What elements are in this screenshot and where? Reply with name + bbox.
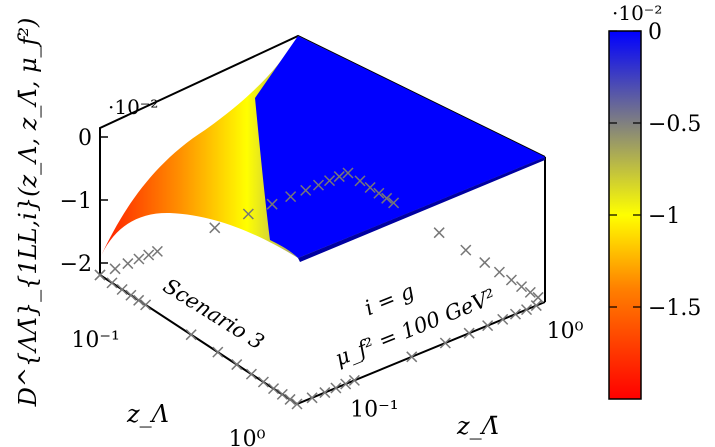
z-tick-label: −1 <box>60 189 92 214</box>
floor-tick-mark <box>524 286 536 298</box>
z-axis: 0 −1 −2 <box>60 126 108 277</box>
floor-tick-mark <box>479 257 491 269</box>
colorbar-ticks: 0 −0.5 −1 −1.5 <box>609 20 701 321</box>
floor-tick-mark <box>482 320 494 332</box>
colorbar: ·10⁻² 0 −0.5 −1 −1.5 <box>608 1 701 400</box>
floor-tick-mark <box>151 245 163 257</box>
floor-tick-mark <box>342 167 354 179</box>
scenario-annotation: Scenario 3 <box>159 274 268 355</box>
floor-tick-mark <box>516 281 528 293</box>
colorbar-tick-label: 0 <box>648 20 662 45</box>
floor-tick-mark <box>122 258 134 270</box>
floor-tick-mark <box>333 171 345 183</box>
surface <box>100 36 545 262</box>
x-axis-label: z_Λ <box>126 400 169 428</box>
z-tick-label: 0 <box>78 126 92 151</box>
x-tick-label: 10⁰ <box>229 427 266 447</box>
floor-tick-mark <box>463 327 475 339</box>
floor-tick-mark <box>388 197 400 209</box>
floor-tick-mark <box>306 392 318 404</box>
floor-tick-mark <box>140 299 152 311</box>
floor-tick-mark <box>381 192 393 204</box>
z-tick-label: −2 <box>60 252 92 277</box>
colorbar-tick-label: −1 <box>648 204 680 229</box>
floor-tick-mark <box>330 382 342 394</box>
floor-tick-mark <box>106 277 118 289</box>
floor-tick-mark <box>284 393 296 405</box>
floor-tick-mark <box>143 249 155 261</box>
floor-tick-mark <box>323 175 336 187</box>
y-axis: 10⁻¹ 10⁰ <box>350 319 583 422</box>
floor-tick-mark <box>509 308 522 320</box>
floor-tick-mark <box>300 184 312 196</box>
floor-tick-mark <box>109 263 121 275</box>
floor-tick-mark <box>439 337 451 349</box>
floor-tick-mark <box>520 304 533 316</box>
z-scale-label: ·10⁻² <box>108 95 158 119</box>
x-tick-label: 10⁻¹ <box>71 328 119 353</box>
floor-tick-mark <box>268 383 280 395</box>
y-tick-label: 10⁻¹ <box>350 397 398 422</box>
floor-tick-mark <box>276 388 288 400</box>
floor-tick-mark <box>497 313 509 325</box>
floor-tick-mark <box>364 181 376 194</box>
y-tick-label: 10⁰ <box>547 319 584 344</box>
floor-tick-mark <box>133 253 145 265</box>
surface-blue-plateau <box>255 36 545 258</box>
floor-tick-mark <box>532 291 544 303</box>
floor-tick-mark <box>433 227 445 239</box>
colorbar-tick-label: −0.5 <box>648 112 701 137</box>
floor-tick-mark <box>257 376 269 388</box>
floor-tick-mark <box>493 266 505 278</box>
floor-tick-mark <box>340 378 352 390</box>
floor-tick-mark <box>212 346 224 358</box>
colorbar-tick-label: −1.5 <box>648 296 701 321</box>
surface-shadow <box>298 157 545 262</box>
index-annotation: i = g <box>361 279 417 320</box>
floor-tick-mark <box>319 387 331 399</box>
floor-tick-mark <box>231 359 243 371</box>
floor-tick-mark <box>266 198 278 210</box>
z-axis-label: D^{ΛΛ̄}_{1LL,i}(z_Λ, z_Λ̄, μ_f²) <box>14 18 42 408</box>
floor-tick-mark <box>460 244 472 256</box>
floor-tick-mark <box>348 374 360 386</box>
floor-tick-mark <box>354 175 366 187</box>
floor-tick-mark <box>94 269 106 281</box>
floor-tick-mark <box>209 222 221 234</box>
floor-tick-mark <box>285 191 297 203</box>
floor-tick-mark <box>291 398 303 410</box>
floor-tick-mark <box>505 274 517 286</box>
floor-tick-mark <box>245 368 257 380</box>
floor-tick-mark <box>133 294 145 306</box>
floor-tick-mark <box>312 179 325 191</box>
colorbar-scale-label: ·10⁻² <box>612 1 662 25</box>
y-axis-label: z_Λ̄ <box>456 412 499 440</box>
floor-ticks <box>94 167 544 410</box>
floor-tick-mark <box>373 187 385 199</box>
floor-tick-mark <box>185 329 197 341</box>
x-axis: 10⁻¹ 10⁰ <box>71 328 265 447</box>
floor-tick-mark <box>116 283 128 296</box>
floor-tick-mark <box>125 289 137 301</box>
floor-tick-mark <box>242 208 254 220</box>
floor-tick-mark <box>406 351 418 363</box>
